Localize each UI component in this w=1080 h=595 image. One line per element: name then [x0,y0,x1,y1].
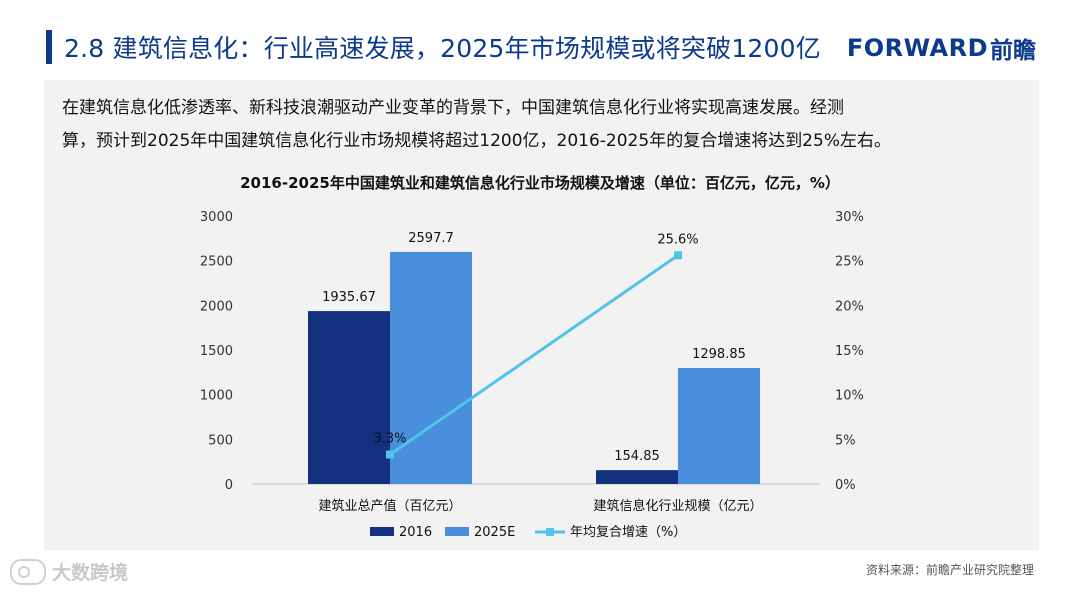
source-note: 资料来源：前瞻产业研究院整理 [865,563,1034,577]
brand-word: FORWARD [846,34,988,62]
legend-label-2016: 2016 [399,525,432,540]
y-tick-label: 2500 [200,255,233,270]
y2-tick-label: 10% [835,389,864,404]
growth-value-label: 3.3% [373,432,406,447]
y2-tick-label: 25% [835,255,864,270]
corner-logo-icon [10,558,46,585]
page-title: 2.8 建筑信息化：行业高速发展，2025年市场规模或将突破1200亿 [64,34,821,63]
y-tick-label: 2000 [200,299,233,314]
y2-tick-label: 20% [835,299,864,314]
y2-tick-label: 30% [835,210,864,225]
title-accent-bar [46,30,52,64]
legend-swatch-2016 [370,527,394,536]
y-tick-label: 1000 [200,389,233,404]
growth-line-marker [674,251,682,260]
intro-line-1: 在建筑信息化低渗透率、新科技浪潮驱动产业变革的背景下，中国建筑信息化行业将实现高… [62,98,844,118]
content-panel [44,80,1039,550]
growth-line-marker [386,450,394,459]
y2-tick-label: 15% [835,344,864,359]
bar [390,251,472,484]
brand-cn: 前瞻 [990,38,1036,64]
corner-logo-text: 大数跨境 [52,562,129,584]
intro-line-2: 算，预计到2025年中国建筑信息化行业市场规模将超过1200亿，2016-202… [62,131,891,151]
legend-label-growth: 年均复合增速（%） [570,525,686,540]
y-tick-label: 3000 [200,210,233,225]
bar [678,367,760,484]
bar-value-label: 2597.7 [408,231,454,246]
x-category-label: 建筑业总产值（百亿元） [318,498,461,514]
bar-value-label: 154.85 [614,449,660,464]
y2-tick-label: 0% [835,478,856,493]
bar-value-label: 1298.85 [692,347,746,362]
y-tick-label: 500 [208,433,233,448]
page-title-bar: 2.8 建筑信息化：行业高速发展，2025年市场规模或将突破1200亿 [46,30,1036,64]
growth-value-label: 25.6% [657,232,698,247]
y2-tick-label: 5% [835,433,856,448]
legend-swatch-2025e [445,527,469,536]
chart-title: 2016-2025年中国建筑业和建筑信息化行业市场规模及增速（单位：百亿元，亿元… [240,174,840,192]
bar [308,311,390,484]
intro-paragraph: 在建筑信息化低渗透率、新科技浪潮驱动产业变革的背景下，中国建筑信息化行业将实现高… [62,92,1027,158]
legend-label-2025e: 2025E [474,525,515,540]
growth-line [389,254,679,456]
x-category-label: 建筑信息化行业规模（亿元） [593,498,762,514]
corner-watermark-logo: 大数跨境 [10,558,128,585]
legend-marker-growth [546,528,554,536]
bar-value-label: 1935.67 [322,290,376,305]
bar [596,470,678,484]
y-tick-label: 0 [225,478,233,493]
brand-logo: FORWARD 前瞻 [847,31,1036,65]
y-tick-label: 1500 [200,344,233,359]
